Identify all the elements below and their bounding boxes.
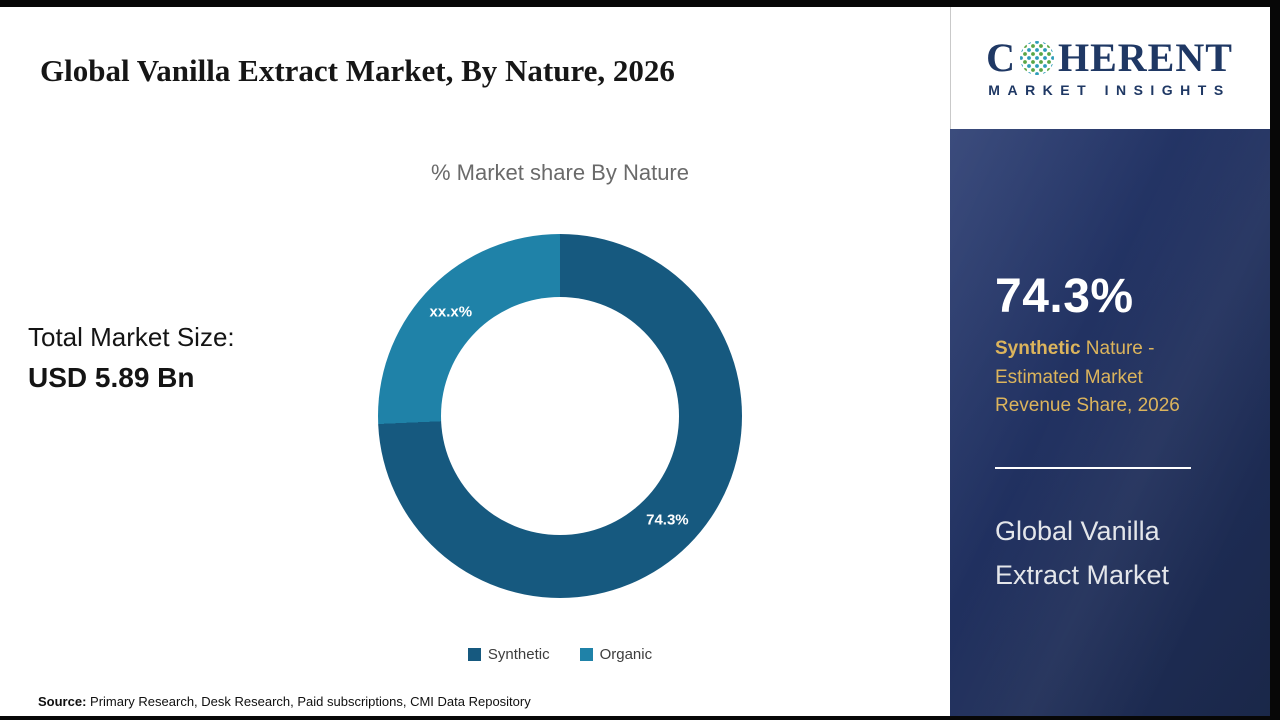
legend-label-synthetic: Synthetic bbox=[487, 646, 550, 663]
sidebar-panel-title: Global Vanilla Extract Market bbox=[995, 515, 1170, 591]
brand-logo: C HERENT MARKET INSIGHTS bbox=[950, 7, 1280, 129]
legend-swatch-organic bbox=[579, 648, 593, 661]
stat-label-rest: Nature - Estimated Market Revenue Share,… bbox=[995, 338, 1180, 416]
sidebar-panel: 74.3% Synthetic Nature - Estimated Marke… bbox=[950, 129, 1280, 720]
bottom-border-strip bbox=[0, 716, 1280, 720]
sidebar-stat-value: 74.3% bbox=[995, 270, 1134, 323]
source-label: Source: bbox=[38, 694, 87, 709]
total-market-size: Total Market Size: USD 5.89 Bn bbox=[28, 322, 235, 394]
donut-hole bbox=[441, 297, 679, 535]
slice-label-organic: xx.x% bbox=[429, 303, 473, 321]
legend-item-synthetic: Synthetic bbox=[467, 646, 550, 663]
sidebar-stat-label: Synthetic Nature - Estimated Market Reve… bbox=[995, 335, 1213, 421]
legend-swatch-synthetic bbox=[467, 648, 481, 661]
chart-title: % Market share By Nature bbox=[431, 160, 689, 185]
logo-tagline: MARKET INSIGHTS bbox=[988, 82, 1231, 98]
globe-dots-icon bbox=[1019, 41, 1054, 75]
slice-label-synthetic: 74.3% bbox=[646, 511, 689, 529]
legend-label-organic: Organic bbox=[599, 646, 653, 663]
stat-label-bold: Synthetic bbox=[995, 338, 1081, 359]
right-border-strip bbox=[1270, 0, 1280, 720]
source-line: Source: Primary Research, Desk Research,… bbox=[38, 694, 531, 709]
legend-item-organic: Organic bbox=[579, 646, 653, 663]
chart-legend: Synthetic Organic bbox=[185, 646, 935, 663]
logo-word-end: HERENT bbox=[1057, 35, 1233, 80]
page-title: Global Vanilla Extract Market, By Nature… bbox=[40, 52, 675, 88]
market-size-label: Total Market Size: bbox=[28, 322, 235, 352]
logo-word: C HERENT bbox=[986, 38, 1233, 78]
donut-chart-area: xx.x% 74.3% bbox=[378, 234, 742, 598]
logo-word-start: C bbox=[986, 35, 1016, 80]
panel-divider bbox=[995, 466, 1191, 469]
source-text: Primary Research, Desk Research, Paid su… bbox=[86, 694, 531, 709]
top-border-strip bbox=[0, 0, 1280, 7]
sidebar: C HERENT MARKET INSIGHTS 74.3% Synthetic bbox=[950, 7, 1280, 720]
market-size-value: USD 5.89 Bn bbox=[28, 362, 195, 393]
